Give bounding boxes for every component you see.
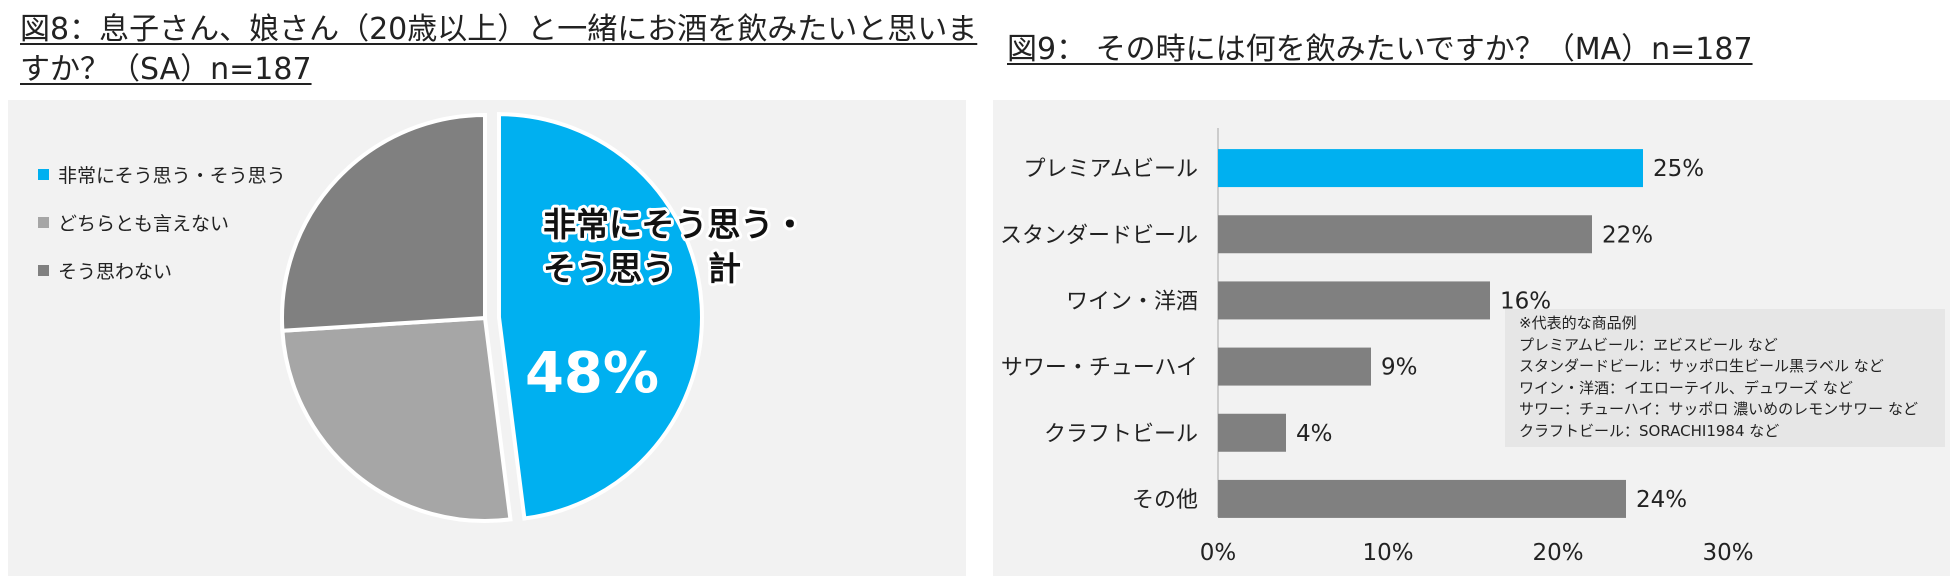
pie-callout-value: 48% xyxy=(525,341,659,406)
pie-callout-line1: 非常にそう思う・ xyxy=(543,205,806,244)
product-examples-note: ※代表的な商品例 プレミアムビール：ヱビスビール など スタンダードビール：サッ… xyxy=(1505,309,1945,447)
legend-item: 非常にそう思う・そう思う xyxy=(38,150,286,198)
bar xyxy=(1218,479,1626,518)
bar xyxy=(1218,281,1490,320)
pie-slice xyxy=(496,112,704,521)
legend-label: そう思わない xyxy=(58,260,173,283)
note-line: スタンダードビール：サッポロ生ビール黒ラベル など xyxy=(1519,357,1884,375)
legend-swatch xyxy=(38,216,49,228)
legend-swatch xyxy=(38,168,49,180)
legend-label: 非常にそう思う・そう思う xyxy=(58,164,286,187)
bar xyxy=(1218,215,1592,254)
data-label: 4% xyxy=(1296,421,1333,447)
bar xyxy=(1218,347,1371,386)
legend-label: どちらとも言えない xyxy=(58,212,230,235)
note-line: プレミアムビール：ヱビスビール など xyxy=(1519,335,1778,354)
x-tick-label: 0% xyxy=(1200,540,1237,566)
pie-legend: 非常にそう思う・そう思う どちらとも言えない そう思わない xyxy=(38,150,286,294)
pie-slice xyxy=(280,315,513,523)
note-line: ワイン・洋酒：イエローテイル、デュワーズ など xyxy=(1519,378,1853,397)
pie-slice xyxy=(280,112,487,333)
legend-item: どちらとも言えない xyxy=(38,198,286,246)
data-label: 25% xyxy=(1653,156,1704,182)
category-label: サワー・チューハイ xyxy=(1001,356,1198,381)
x-tick-label: 20% xyxy=(1532,540,1583,566)
bar xyxy=(1218,413,1286,452)
note-line: クラフトビール：SORACHI1984 など xyxy=(1519,421,1780,440)
figure9-title: 図9： その時には何を飲みたいですか？（MA）n=187 xyxy=(1007,32,1753,67)
pie-callout-line2: そう思う 計 xyxy=(543,249,741,288)
note-heading: ※代表的な商品例 xyxy=(1519,314,1637,332)
bar xyxy=(1218,149,1643,188)
legend-item: そう思わない xyxy=(38,246,286,294)
x-tick-label: 10% xyxy=(1362,540,1413,566)
figure8-title: 図8：息子さん、娘さん（20歳以上）と一緒にお酒を飲みたいと思いますか？（SA）… xyxy=(20,12,978,87)
category-label: クラフトビール xyxy=(1044,422,1198,447)
data-label: 22% xyxy=(1602,222,1653,248)
category-label: スタンダードビール xyxy=(1000,223,1198,248)
data-label: 9% xyxy=(1381,355,1418,381)
legend-swatch xyxy=(38,264,49,276)
category-label: その他 xyxy=(1132,488,1198,513)
category-label: プレミアムビール xyxy=(1024,157,1198,182)
note-line: サワー：チューハイ：サッポロ 濃いめのレモンサワー など xyxy=(1519,400,1918,418)
data-label: 24% xyxy=(1636,487,1687,513)
x-tick-label: 30% xyxy=(1702,540,1753,566)
category-label: ワイン・洋酒 xyxy=(1066,289,1198,314)
